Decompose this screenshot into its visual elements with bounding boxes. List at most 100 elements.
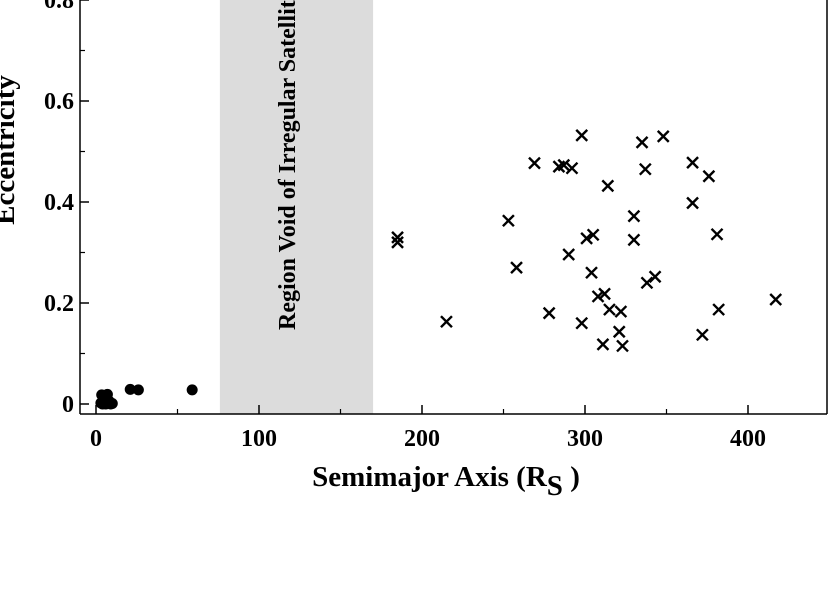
data-point-x-stroke xyxy=(391,236,404,249)
data-point-x-stroke xyxy=(612,325,626,339)
data-point-x-stroke xyxy=(575,128,589,142)
data-point-circle xyxy=(124,383,136,395)
data-point-x xyxy=(638,162,652,176)
data-point-x-stroke xyxy=(656,130,670,143)
x-axis-title-main: Semimajor Axis (R xyxy=(312,461,548,493)
data-point-x xyxy=(391,231,404,244)
data-point-x xyxy=(656,130,670,143)
shaded-region-layer xyxy=(219,0,374,414)
data-point-x xyxy=(562,248,576,261)
data-point-x xyxy=(686,196,699,210)
data-point-x xyxy=(702,169,716,183)
data-point-x-stroke xyxy=(686,196,699,210)
x-axis-title-subscript: S xyxy=(547,470,563,502)
data-point-x-stroke xyxy=(557,158,571,172)
data-point-x-stroke xyxy=(702,169,716,183)
data-point-x xyxy=(580,232,593,245)
shaded-region xyxy=(219,0,374,414)
data-point-x-stroke xyxy=(603,303,616,316)
data-point-x xyxy=(616,339,629,353)
tick-labels: 0 100 200 300 400 0 0.2 0.4 0.6 0.8 xyxy=(44,0,766,452)
data-point-x-stroke xyxy=(710,227,724,241)
data-point-x-stroke xyxy=(601,179,615,193)
data-point-x-stroke xyxy=(627,233,641,247)
data-point-x xyxy=(596,338,610,351)
x-tick-label: 100 xyxy=(241,426,277,452)
data-point-x-stroke xyxy=(648,270,662,284)
data-point-x xyxy=(627,233,641,247)
data-point-x-stroke xyxy=(598,287,611,301)
data-point-x xyxy=(591,290,605,303)
data-point-x xyxy=(614,305,628,318)
data-point-x xyxy=(557,158,571,172)
data-point-x xyxy=(627,209,641,223)
data-point-x xyxy=(575,128,589,142)
data-point-x xyxy=(635,136,649,149)
y-tick-label: 0.2 xyxy=(44,291,74,317)
data-point-x xyxy=(510,261,523,274)
x-axis-title-suffix: ) xyxy=(563,461,580,493)
data-point-x-stroke xyxy=(640,276,654,290)
data-point-x-stroke xyxy=(596,338,610,351)
x-tick-label: 200 xyxy=(404,426,440,452)
data-point-x xyxy=(640,276,654,290)
data-point-x-stroke xyxy=(440,315,453,329)
data-point-x-stroke xyxy=(591,290,605,303)
y-axis-title: Eccentricity xyxy=(0,75,21,225)
data-point-x-stroke xyxy=(562,248,576,261)
data-point-x-stroke xyxy=(616,339,629,353)
x-tick-label: 400 xyxy=(730,426,766,452)
data-point-x xyxy=(391,236,404,249)
x-tick-label: 300 xyxy=(567,426,603,452)
data-point-x xyxy=(440,315,453,329)
data-point-x xyxy=(528,156,541,170)
data-point-x xyxy=(612,325,626,339)
y-tick-label: 0 xyxy=(62,392,74,418)
data-point-x-stroke xyxy=(614,305,628,318)
y-tick-label: 0.6 xyxy=(44,89,74,115)
data-point-x xyxy=(686,156,699,169)
data-point-x xyxy=(565,161,579,175)
data-point-x xyxy=(603,303,616,316)
data-point-x xyxy=(696,328,709,342)
data-point-x-stroke xyxy=(542,306,556,320)
data-point-x xyxy=(710,227,724,241)
data-point-circle xyxy=(106,397,118,409)
data-point-x-stroke xyxy=(528,156,541,170)
data-point-x xyxy=(575,316,589,330)
data-point-x xyxy=(598,287,611,301)
data-point-x-stroke xyxy=(580,232,593,245)
data-point-circle xyxy=(132,384,144,396)
y-tick-label: 0.8 xyxy=(44,0,74,14)
data-point-x-stroke xyxy=(502,214,515,228)
data-point-x xyxy=(712,303,726,316)
y-tick-label: 0.4 xyxy=(44,190,74,216)
data-point-x-stroke xyxy=(769,293,783,306)
data-points xyxy=(95,128,783,410)
data-point-x xyxy=(769,293,783,306)
data-point-x xyxy=(585,266,598,280)
data-point-x-stroke xyxy=(696,328,709,342)
x-axis-title: Semimajor Axis (RS ) xyxy=(312,461,580,502)
data-point-x xyxy=(502,214,515,228)
data-point-x xyxy=(601,179,615,193)
data-point-x-stroke xyxy=(510,261,523,274)
shaded-region-label: Region Void of Irregular Satellites xyxy=(275,0,301,330)
data-point-x xyxy=(648,270,662,284)
data-point-x-stroke xyxy=(391,231,404,244)
axes xyxy=(79,0,828,415)
data-point-x-stroke xyxy=(686,156,699,169)
data-point-x-stroke xyxy=(638,162,652,176)
data-point-x-stroke xyxy=(586,228,600,242)
data-point-x-stroke xyxy=(565,161,579,175)
data-point-x-stroke xyxy=(712,303,726,316)
data-point-x-stroke xyxy=(575,316,589,330)
data-point-x xyxy=(586,228,600,242)
data-point-circle xyxy=(186,384,198,396)
data-point-x-stroke xyxy=(627,209,641,223)
data-point-x-stroke xyxy=(635,136,649,149)
data-point-x xyxy=(542,306,556,320)
x-tick-label: 0 xyxy=(90,426,102,452)
data-point-x-stroke xyxy=(585,266,598,280)
